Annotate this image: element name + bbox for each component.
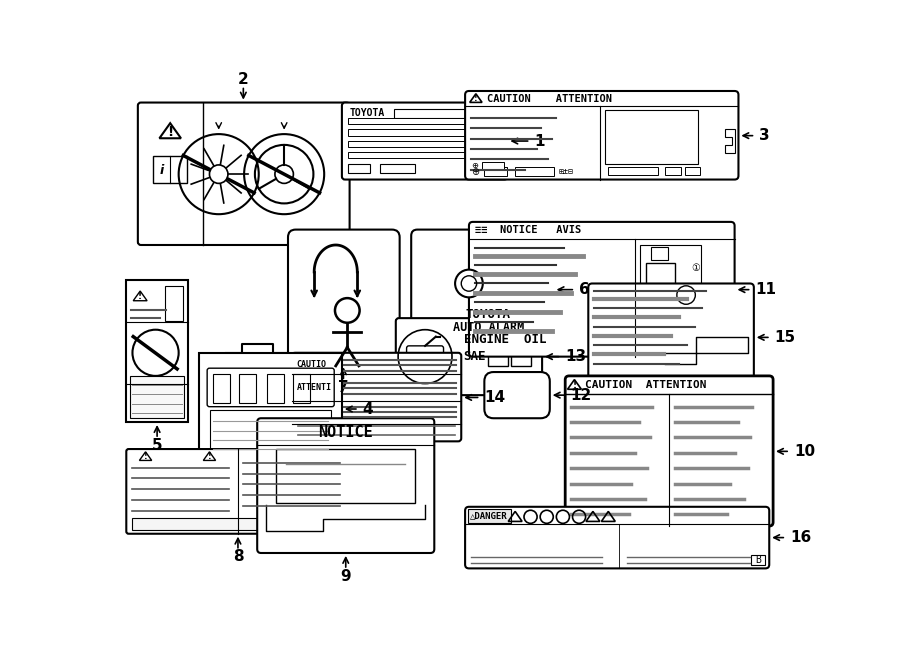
FancyBboxPatch shape bbox=[288, 230, 400, 364]
Text: i: i bbox=[159, 164, 164, 177]
FancyBboxPatch shape bbox=[407, 346, 444, 371]
Text: 5: 5 bbox=[152, 438, 162, 453]
Text: 9: 9 bbox=[340, 569, 351, 584]
Bar bbox=[717, 344, 729, 353]
Text: 7: 7 bbox=[338, 380, 349, 395]
Text: ⊕: ⊕ bbox=[472, 161, 478, 170]
FancyBboxPatch shape bbox=[469, 222, 734, 357]
Text: ⊕: ⊕ bbox=[472, 167, 480, 177]
Bar bbox=[640, 245, 701, 345]
Bar bbox=[605, 111, 698, 164]
Text: CAUTIO: CAUTIO bbox=[296, 360, 327, 369]
Bar bbox=[348, 164, 370, 173]
Bar bbox=[515, 167, 554, 177]
Text: 15: 15 bbox=[775, 330, 796, 345]
Bar bbox=[130, 376, 184, 418]
Text: !: ! bbox=[138, 292, 142, 301]
Circle shape bbox=[455, 269, 482, 297]
FancyBboxPatch shape bbox=[342, 103, 508, 179]
Text: 10: 10 bbox=[794, 444, 815, 459]
Bar bbox=[153, 156, 187, 183]
Bar bbox=[132, 518, 344, 530]
Text: 6: 6 bbox=[579, 282, 590, 297]
Bar bbox=[200, 353, 342, 465]
Text: ATTENTI: ATTENTI bbox=[296, 383, 331, 392]
Circle shape bbox=[210, 165, 228, 183]
Bar bbox=[394, 109, 494, 118]
Text: TOYOTA: TOYOTA bbox=[349, 109, 385, 118]
Text: CAUTION  ATTENTION: CAUTION ATTENTION bbox=[585, 380, 706, 390]
FancyBboxPatch shape bbox=[207, 368, 334, 406]
Bar bbox=[211, 410, 331, 452]
Text: 3: 3 bbox=[760, 128, 770, 143]
FancyBboxPatch shape bbox=[589, 283, 754, 391]
Text: !: ! bbox=[208, 452, 211, 461]
Text: ⊞±⊟: ⊞±⊟ bbox=[559, 167, 574, 176]
Bar bbox=[482, 162, 504, 169]
Text: △DANGER: △DANGER bbox=[470, 512, 508, 520]
FancyBboxPatch shape bbox=[565, 376, 773, 526]
Text: 13: 13 bbox=[565, 349, 586, 364]
Bar bbox=[207, 453, 334, 461]
Text: B: B bbox=[755, 555, 760, 565]
FancyBboxPatch shape bbox=[465, 507, 770, 569]
FancyBboxPatch shape bbox=[465, 91, 738, 179]
Bar bbox=[381, 164, 415, 173]
Text: CAUTION    ATTENTION: CAUTION ATTENTION bbox=[487, 94, 612, 104]
Text: !: ! bbox=[474, 94, 478, 103]
Text: !: ! bbox=[572, 381, 577, 390]
Bar bbox=[348, 118, 487, 124]
Bar bbox=[126, 279, 188, 422]
Text: 11: 11 bbox=[755, 282, 777, 297]
Bar bbox=[651, 246, 668, 260]
Bar bbox=[511, 352, 531, 366]
Bar bbox=[646, 263, 675, 318]
Bar bbox=[239, 373, 256, 403]
Text: 16: 16 bbox=[790, 530, 811, 545]
Bar bbox=[293, 373, 310, 403]
FancyBboxPatch shape bbox=[292, 353, 461, 442]
Bar bbox=[685, 167, 700, 175]
Bar bbox=[484, 167, 508, 177]
Text: 2: 2 bbox=[238, 72, 248, 87]
Text: 14: 14 bbox=[484, 390, 506, 405]
Text: SAE: SAE bbox=[464, 350, 486, 363]
Text: AUTO ALARM: AUTO ALARM bbox=[453, 321, 524, 334]
Text: 8: 8 bbox=[232, 549, 243, 564]
Bar bbox=[348, 141, 472, 147]
Bar bbox=[488, 352, 508, 366]
Bar bbox=[468, 509, 510, 523]
Bar bbox=[608, 167, 658, 175]
Bar bbox=[276, 449, 415, 503]
Text: !: ! bbox=[144, 452, 148, 461]
Text: ENGINE  OIL: ENGINE OIL bbox=[464, 333, 546, 346]
FancyBboxPatch shape bbox=[138, 103, 349, 245]
Text: ≡≡  NOTICE   AVIS: ≡≡ NOTICE AVIS bbox=[475, 225, 581, 236]
FancyBboxPatch shape bbox=[257, 418, 435, 553]
Text: ①: ① bbox=[691, 263, 699, 273]
Text: TOYOTA: TOYOTA bbox=[465, 308, 510, 321]
FancyBboxPatch shape bbox=[126, 449, 349, 534]
Text: !: ! bbox=[167, 125, 174, 139]
Bar bbox=[348, 130, 487, 136]
Bar bbox=[665, 167, 680, 175]
Bar bbox=[751, 555, 765, 565]
Bar bbox=[348, 152, 479, 158]
Text: 12: 12 bbox=[571, 388, 592, 402]
Bar bbox=[165, 286, 184, 321]
FancyBboxPatch shape bbox=[396, 318, 542, 395]
FancyBboxPatch shape bbox=[484, 372, 550, 418]
Bar bbox=[213, 373, 230, 403]
Text: NOTICE: NOTICE bbox=[319, 424, 373, 440]
Bar bbox=[267, 373, 284, 403]
Text: 1: 1 bbox=[535, 134, 544, 148]
FancyBboxPatch shape bbox=[411, 230, 554, 349]
Text: 4: 4 bbox=[363, 401, 374, 416]
